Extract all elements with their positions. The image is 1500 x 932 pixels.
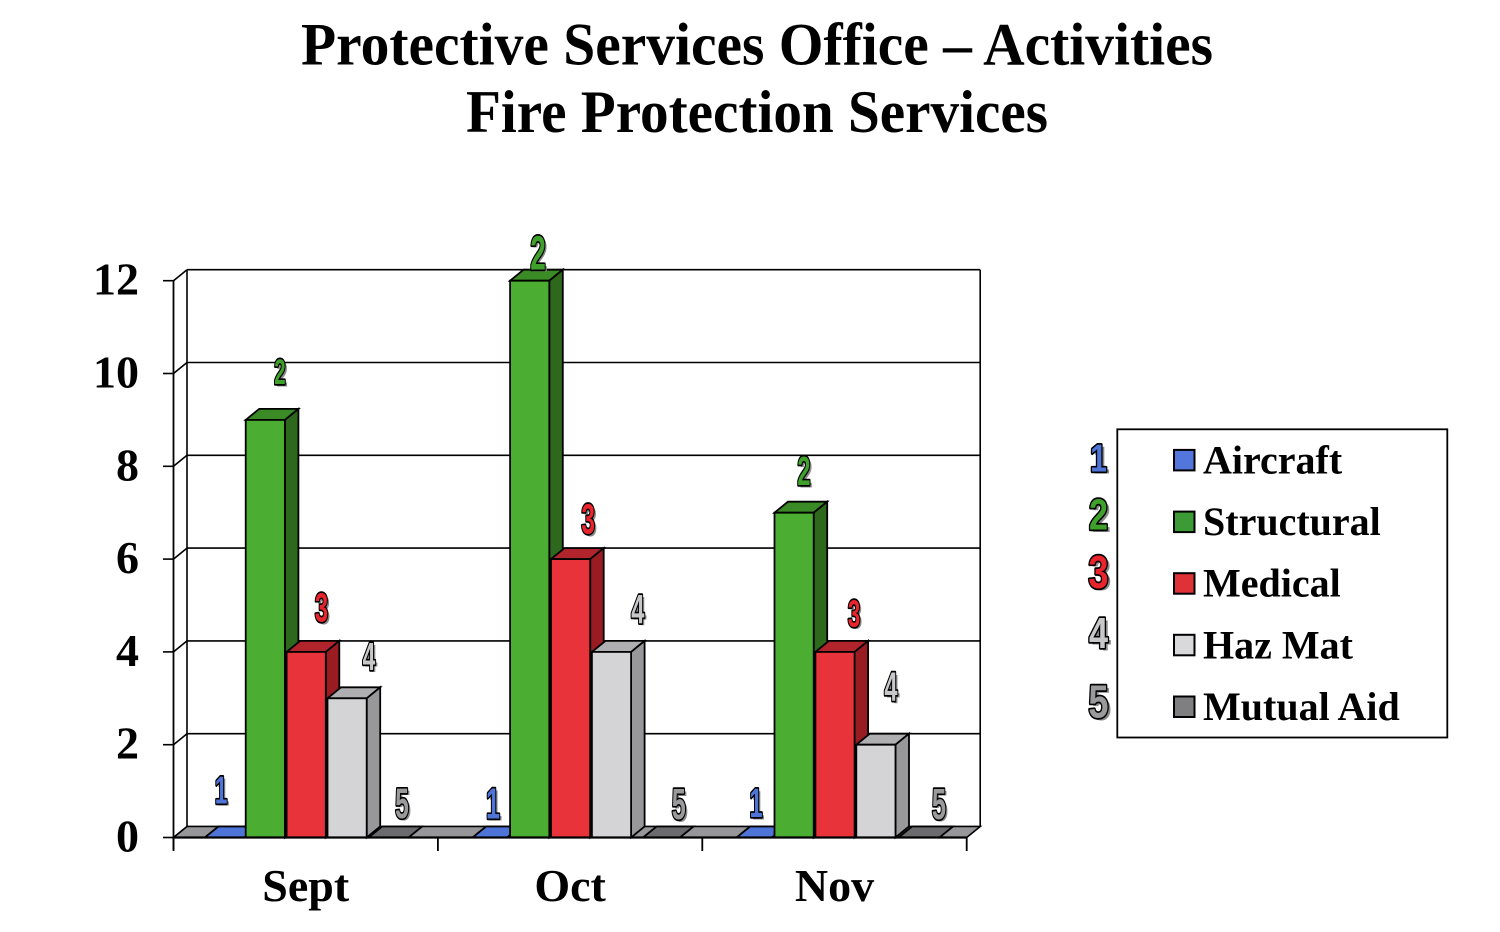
svg-text:5: 5	[395, 781, 409, 827]
svg-text:2: 2	[276, 356, 287, 395]
svg-text:3: 3	[317, 588, 330, 633]
svg-text:10: 10	[93, 347, 139, 398]
svg-text:3: 3	[848, 592, 860, 635]
svg-text:Aircraft: Aircraft	[1203, 437, 1343, 482]
svg-text:1: 1	[1093, 440, 1110, 482]
svg-text:1: 1	[486, 780, 500, 828]
svg-text:Fire Protection Services: Fire Protection Services	[466, 79, 1048, 146]
svg-text:3: 3	[1091, 548, 1111, 600]
svg-text:5: 5	[934, 782, 948, 831]
svg-text:4: 4	[631, 587, 644, 632]
svg-text:3: 3	[584, 499, 598, 545]
svg-text:1: 1	[749, 782, 762, 827]
svg-text:8: 8	[116, 439, 139, 490]
svg-text:1: 1	[215, 768, 228, 812]
svg-text:6: 6	[116, 532, 139, 583]
svg-text:3: 3	[850, 594, 862, 637]
svg-text:2: 2	[1092, 493, 1111, 542]
svg-text:4: 4	[365, 637, 378, 681]
svg-text:2: 2	[530, 227, 546, 281]
svg-text:Structural: Structural	[1203, 499, 1381, 544]
svg-text:4: 4	[884, 665, 897, 710]
svg-text:Haz Mat: Haz Mat	[1203, 622, 1354, 667]
svg-text:4: 4	[363, 634, 376, 678]
svg-text:4: 4	[1092, 611, 1111, 660]
svg-text:3: 3	[315, 586, 328, 631]
svg-text:5: 5	[1091, 677, 1111, 729]
svg-text:Protective Services Office – A: Protective Services Office – Activities	[301, 12, 1213, 79]
svg-text:5: 5	[674, 782, 688, 831]
svg-text:Oct: Oct	[534, 860, 606, 911]
svg-text:2: 2	[116, 718, 139, 769]
svg-text:5: 5	[1088, 675, 1108, 727]
svg-text:2: 2	[274, 354, 285, 393]
svg-text:Nov: Nov	[795, 860, 874, 911]
svg-text:5: 5	[932, 780, 946, 829]
svg-text:Mutual Aid: Mutual Aid	[1203, 684, 1400, 729]
svg-text:2: 2	[800, 452, 813, 497]
svg-text:12: 12	[93, 254, 139, 305]
svg-text:1: 1	[752, 784, 765, 829]
svg-text:2: 2	[532, 229, 548, 283]
svg-text:4: 4	[633, 590, 646, 635]
svg-text:2: 2	[1089, 491, 1108, 540]
svg-text:5: 5	[672, 780, 686, 829]
svg-text:1: 1	[1090, 438, 1107, 480]
svg-text:5: 5	[397, 783, 411, 829]
svg-text:1: 1	[488, 783, 502, 831]
svg-text:2: 2	[797, 450, 810, 495]
svg-text:3: 3	[1088, 546, 1108, 598]
svg-text:1: 1	[217, 770, 230, 814]
svg-text:4: 4	[887, 667, 900, 712]
svg-text:Medical: Medical	[1203, 561, 1341, 606]
svg-text:0: 0	[116, 811, 139, 862]
svg-text:3: 3	[581, 497, 595, 543]
svg-text:Sept: Sept	[262, 860, 350, 911]
svg-text:4: 4	[1089, 609, 1108, 658]
svg-text:4: 4	[116, 625, 139, 676]
